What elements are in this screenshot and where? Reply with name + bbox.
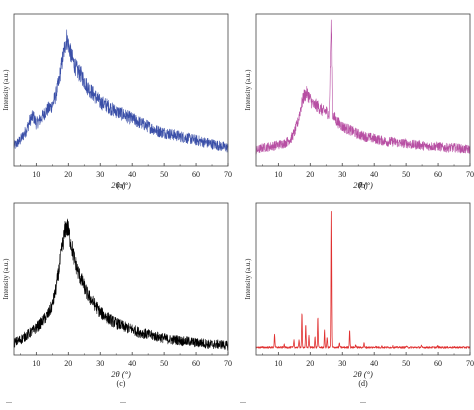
series-trace-c xyxy=(13,218,229,351)
series-trace-a xyxy=(13,29,229,153)
x-tick-label-d-1: 20 xyxy=(306,359,314,368)
x-axis-label-d: 2θ (°) xyxy=(353,369,373,379)
x-axis-label-c: 2θ (°) xyxy=(111,369,131,379)
figure-caption: ... ... ... ... xyxy=(0,396,474,405)
x-tick-label-d-4: 50 xyxy=(402,359,410,368)
chart-panel-d: 10 20 30 40 50 60 70 2θ (°) Intensity (a.u.) (d) xyxy=(244,202,474,388)
panel-label-a: (a) xyxy=(117,181,126,190)
x-tick-label-a-3: 40 xyxy=(128,170,136,179)
x-tick-label-d-6: 70 xyxy=(466,359,474,368)
x-tick-label-b-3: 40 xyxy=(370,170,378,179)
y-axis-label-d: Intensity (a.u.) xyxy=(244,258,252,300)
plot-frame-c xyxy=(13,202,229,356)
x-tick-label-c-3: 40 xyxy=(128,359,136,368)
panel-label-d: (d) xyxy=(358,379,368,388)
x-tick-label-d-5: 60 xyxy=(434,359,442,368)
panel-label-b: (b) xyxy=(358,181,368,190)
x-tick-label-b-6: 70 xyxy=(466,170,474,179)
caption-fragment-2: ... xyxy=(120,396,126,405)
caption-fragment-4: ... xyxy=(360,396,366,405)
plot-frame-d xyxy=(255,202,471,356)
y-axis-label-a: Intensity (a.u.) xyxy=(2,69,10,111)
x-tick-label-c-6: 70 xyxy=(224,359,232,368)
y-axis-label-b: Intensity (a.u.) xyxy=(244,69,252,111)
x-tick-label-d-2: 30 xyxy=(338,359,346,368)
chart-panel-c: 10 20 30 40 50 60 70 2θ (°) Intensity (a.u.) (c) xyxy=(2,202,232,388)
x-tick-label-a-4: 50 xyxy=(160,170,168,179)
x-axis-label-b: 2θ (°) xyxy=(353,180,373,190)
chart-panel-a: 10 20 30 40 50 60 70 2θ (°) Intensity (a.u.) (a) xyxy=(2,13,232,190)
x-tick-label-c-1: 20 xyxy=(64,359,72,368)
x-tick-label-b-4: 50 xyxy=(402,170,410,179)
x-tick-label-c-0: 10 xyxy=(32,359,40,368)
x-tick-label-a-1: 20 xyxy=(64,170,72,179)
panel-label-c: (c) xyxy=(117,379,126,388)
series-trace-d xyxy=(255,211,471,349)
x-tick-label-c-2: 30 xyxy=(96,359,104,368)
x-tick-label-d-0: 10 xyxy=(274,359,282,368)
caption-fragment-1: ... xyxy=(6,396,12,405)
x-tick-label-c-5: 60 xyxy=(192,359,200,368)
x-tick-label-c-4: 50 xyxy=(160,359,168,368)
x-tick-label-a-6: 70 xyxy=(224,170,232,179)
plot-frame-b xyxy=(255,13,471,167)
x-axis-label-a: 2θ (°) xyxy=(111,180,131,190)
x-tick-label-a-2: 30 xyxy=(96,170,104,179)
x-tick-label-b-0: 10 xyxy=(274,170,282,179)
x-tick-label-a-0: 10 xyxy=(32,170,40,179)
x-tick-label-a-5: 60 xyxy=(192,170,200,179)
series-trace-b xyxy=(255,19,471,155)
x-tick-label-b-1: 20 xyxy=(306,170,314,179)
x-tick-label-b-5: 60 xyxy=(434,170,442,179)
plot-frame-a xyxy=(13,13,229,167)
caption-fragment-3: ... xyxy=(240,396,246,405)
x-tick-label-d-3: 40 xyxy=(370,359,378,368)
y-axis-label-c: Intensity (a.u.) xyxy=(2,258,10,300)
chart-panel-b: 10 20 30 40 50 60 70 2θ (°) Intensity (a.u.) (b) xyxy=(244,13,474,190)
x-tick-label-b-2: 30 xyxy=(338,170,346,179)
